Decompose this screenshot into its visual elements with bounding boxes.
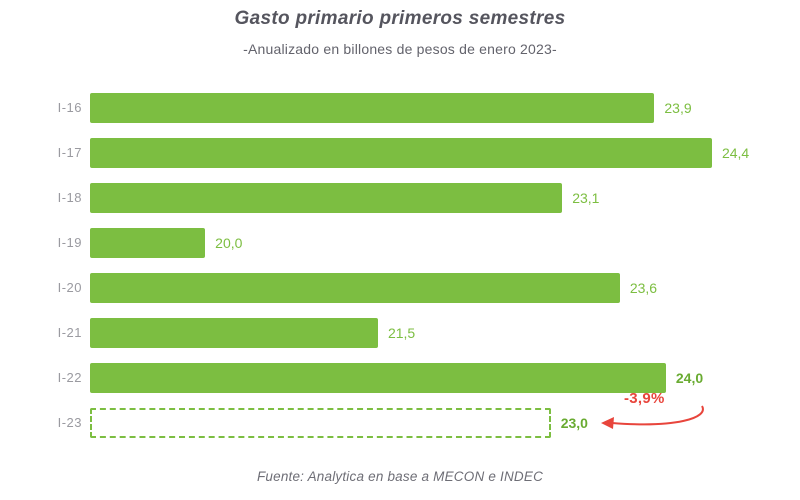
bar-track: 21,5 [90, 317, 735, 348]
value-label: 24,4 [721, 144, 750, 161]
chart-row: I-18 23,1 [40, 175, 735, 220]
bar [90, 92, 655, 123]
category-label: I-22 [57, 370, 82, 385]
bar-dashed [90, 407, 551, 438]
value-label: 23,9 [664, 99, 692, 116]
value-label: 21,5 [387, 324, 416, 341]
category-label: I-20 [57, 280, 82, 295]
category-label: I-16 [57, 100, 82, 115]
annotation-pct-label: -3,9% [624, 390, 665, 407]
bar-track: 23,0 [90, 407, 735, 438]
chart-subtitle: -Anualizado en billones de pesos de ener… [243, 41, 557, 57]
value-label: 23,0 [560, 414, 588, 431]
source-caption: Fuente: Analytica en base a MECON e INDE… [256, 469, 544, 484]
category-label: I-18 [57, 190, 82, 205]
change-annotation: -3,9% [598, 390, 718, 434]
value-label: 20,0 [215, 234, 243, 251]
value-label: 23,1 [572, 189, 600, 206]
bar-track: 24,0 [90, 362, 735, 393]
chart-row: I-23 23,0 [40, 400, 735, 445]
value-label: 23,6 [629, 279, 658, 296]
bar-track: 20,0 [90, 227, 735, 258]
bar [90, 227, 206, 258]
chart-row: I-19 20,0 [40, 220, 735, 265]
bar [90, 182, 563, 213]
bar [90, 137, 712, 168]
curved-arrow-icon [601, 405, 704, 429]
value-label: 24,0 [675, 369, 704, 386]
bar-rows: I-16 23,9 I-17 24,4 I-18 23,1 I-19 20,0 I-20 23,6… [40, 85, 749, 445]
bar-track: 23,1 [90, 182, 735, 213]
chart-row: I-17 24,4 [40, 130, 749, 175]
bar [90, 362, 666, 393]
bar-track: 24,4 [90, 137, 749, 168]
bar [90, 272, 620, 303]
bar [90, 317, 378, 348]
category-label: I-21 [57, 325, 82, 340]
chart-row: I-21 21,5 [40, 310, 735, 355]
chart-row: I-16 23,9 [40, 85, 735, 130]
chart-title: Gasto primario primeros semestres [234, 8, 566, 29]
chart-row: I-20 23,6 [40, 265, 735, 310]
bar-track: 23,9 [90, 92, 735, 123]
category-label: I-23 [57, 415, 82, 430]
chart-row: I-22 24,0 [40, 355, 735, 400]
bar-track: 23,6 [90, 272, 735, 303]
category-label: I-17 [57, 145, 82, 160]
category-label: I-19 [57, 235, 82, 250]
